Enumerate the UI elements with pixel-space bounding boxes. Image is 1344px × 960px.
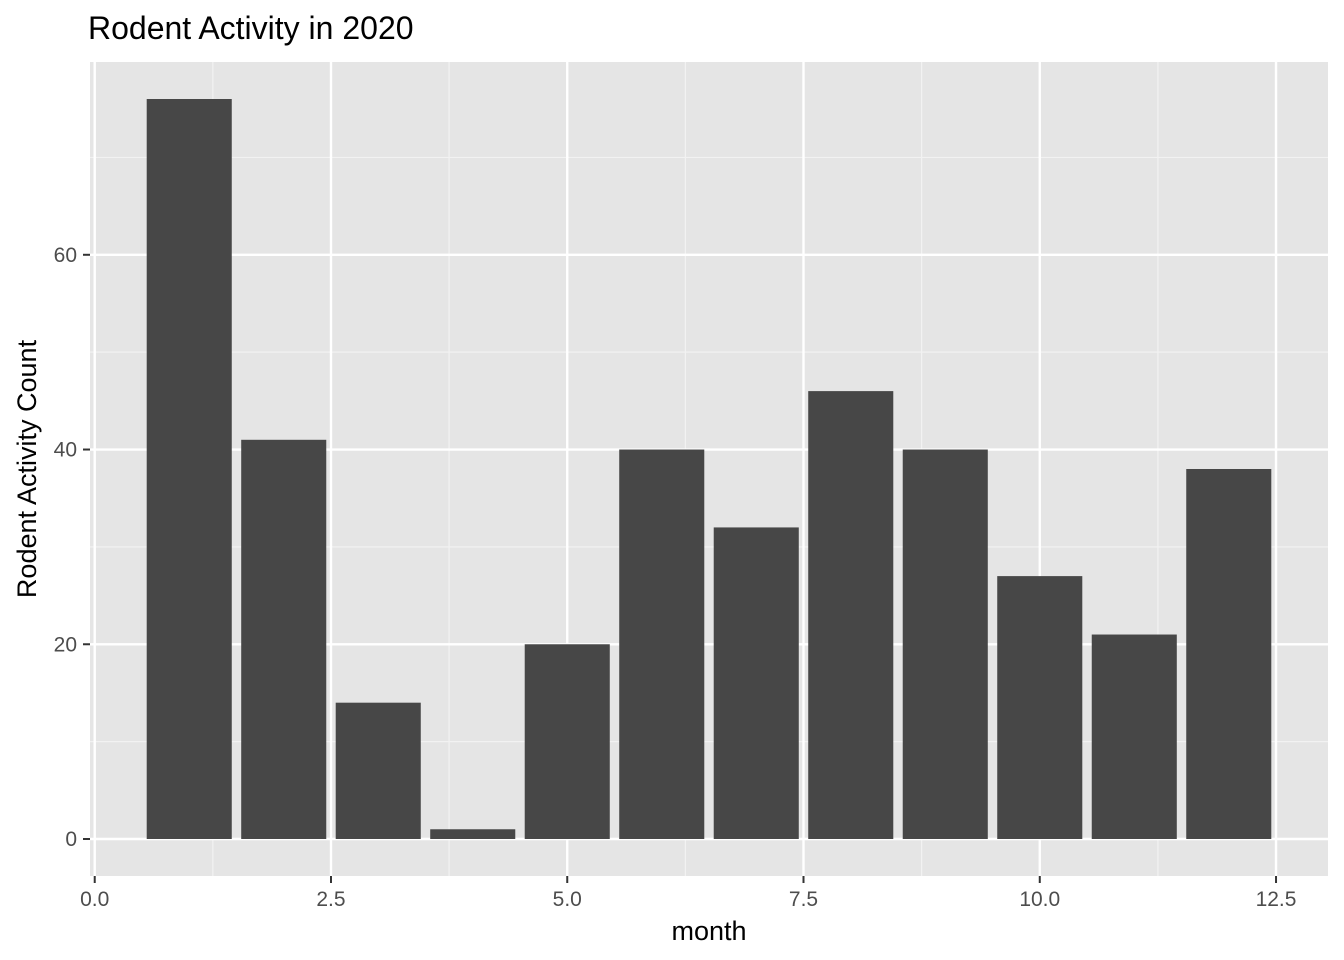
bar-month-5: [524, 644, 610, 839]
x-tick-label: 12.5: [1256, 888, 1297, 911]
x-tick-label: 0.0: [80, 888, 109, 911]
y-tick-label: 40: [54, 439, 77, 462]
bar-month-6: [619, 449, 705, 839]
bar-month-12: [1186, 469, 1272, 839]
y-axis-title: Rodent Activity Count: [12, 339, 42, 598]
bar-month-9: [902, 449, 988, 839]
x-axis-title: month: [671, 916, 746, 946]
bar-month-8: [808, 391, 894, 839]
y-tick-label: 0: [65, 828, 77, 851]
x-tick-label: 5.0: [553, 888, 582, 911]
bar-month-7: [713, 527, 799, 839]
x-tick-label: 7.5: [789, 888, 818, 911]
x-tick-label: 10.0: [1019, 888, 1060, 911]
bar-month-2: [241, 439, 327, 839]
x-axis: 0.0 2.5 5.0 7.5 10.0 12.5: [80, 876, 1296, 911]
chart-title: Rodent Activity in 2020: [88, 10, 414, 46]
y-axis: 0 20 40 60: [54, 244, 90, 851]
bars: [146, 99, 1272, 839]
bar-month-4: [430, 829, 516, 839]
bar-month-11: [1091, 634, 1177, 839]
bar-month-10: [997, 576, 1083, 839]
bar-month-3: [335, 702, 421, 839]
bar-month-1: [146, 99, 232, 839]
y-tick-label: 60: [54, 244, 77, 267]
x-tick-label: 2.5: [316, 888, 345, 911]
y-tick-label: 20: [54, 633, 77, 656]
